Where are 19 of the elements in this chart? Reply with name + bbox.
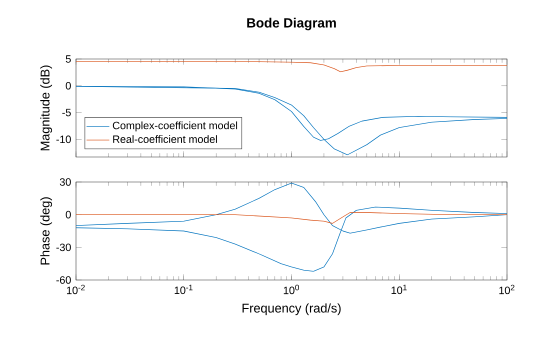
legend-label: Real-coefficient model	[113, 135, 217, 144]
y-tick-label: 5	[66, 55, 71, 63]
y-tick-label: 0	[66, 210, 71, 218]
legend-label: Complex-coefficient model	[112, 121, 238, 132]
y-tick-label: -60	[56, 276, 71, 284]
y-tick-label: 0	[66, 82, 71, 90]
x-tick-label: 10$^{2}$	[499, 284, 514, 294]
chart-title: Bode Diagram	[247, 18, 336, 30]
x-tick-label: 10$^{0}$	[284, 284, 300, 294]
y-tick-label: 30	[60, 178, 71, 186]
x-tick-label: 10$^{-1}$	[174, 284, 193, 294]
y-axis-title: Phase (deg)	[40, 197, 52, 264]
y-tick-label: -10	[56, 136, 71, 144]
x-tick-label: 10$^{-2}$	[66, 284, 85, 294]
y-tick-label: -5	[62, 108, 71, 116]
x-tick-label: 10$^{1}$	[392, 284, 407, 294]
y-axis-title: Magnitude (dB)	[40, 66, 52, 150]
x-axis-title: Frequency (rad/s)	[242, 303, 341, 316]
y-tick-label: -30	[56, 244, 71, 252]
